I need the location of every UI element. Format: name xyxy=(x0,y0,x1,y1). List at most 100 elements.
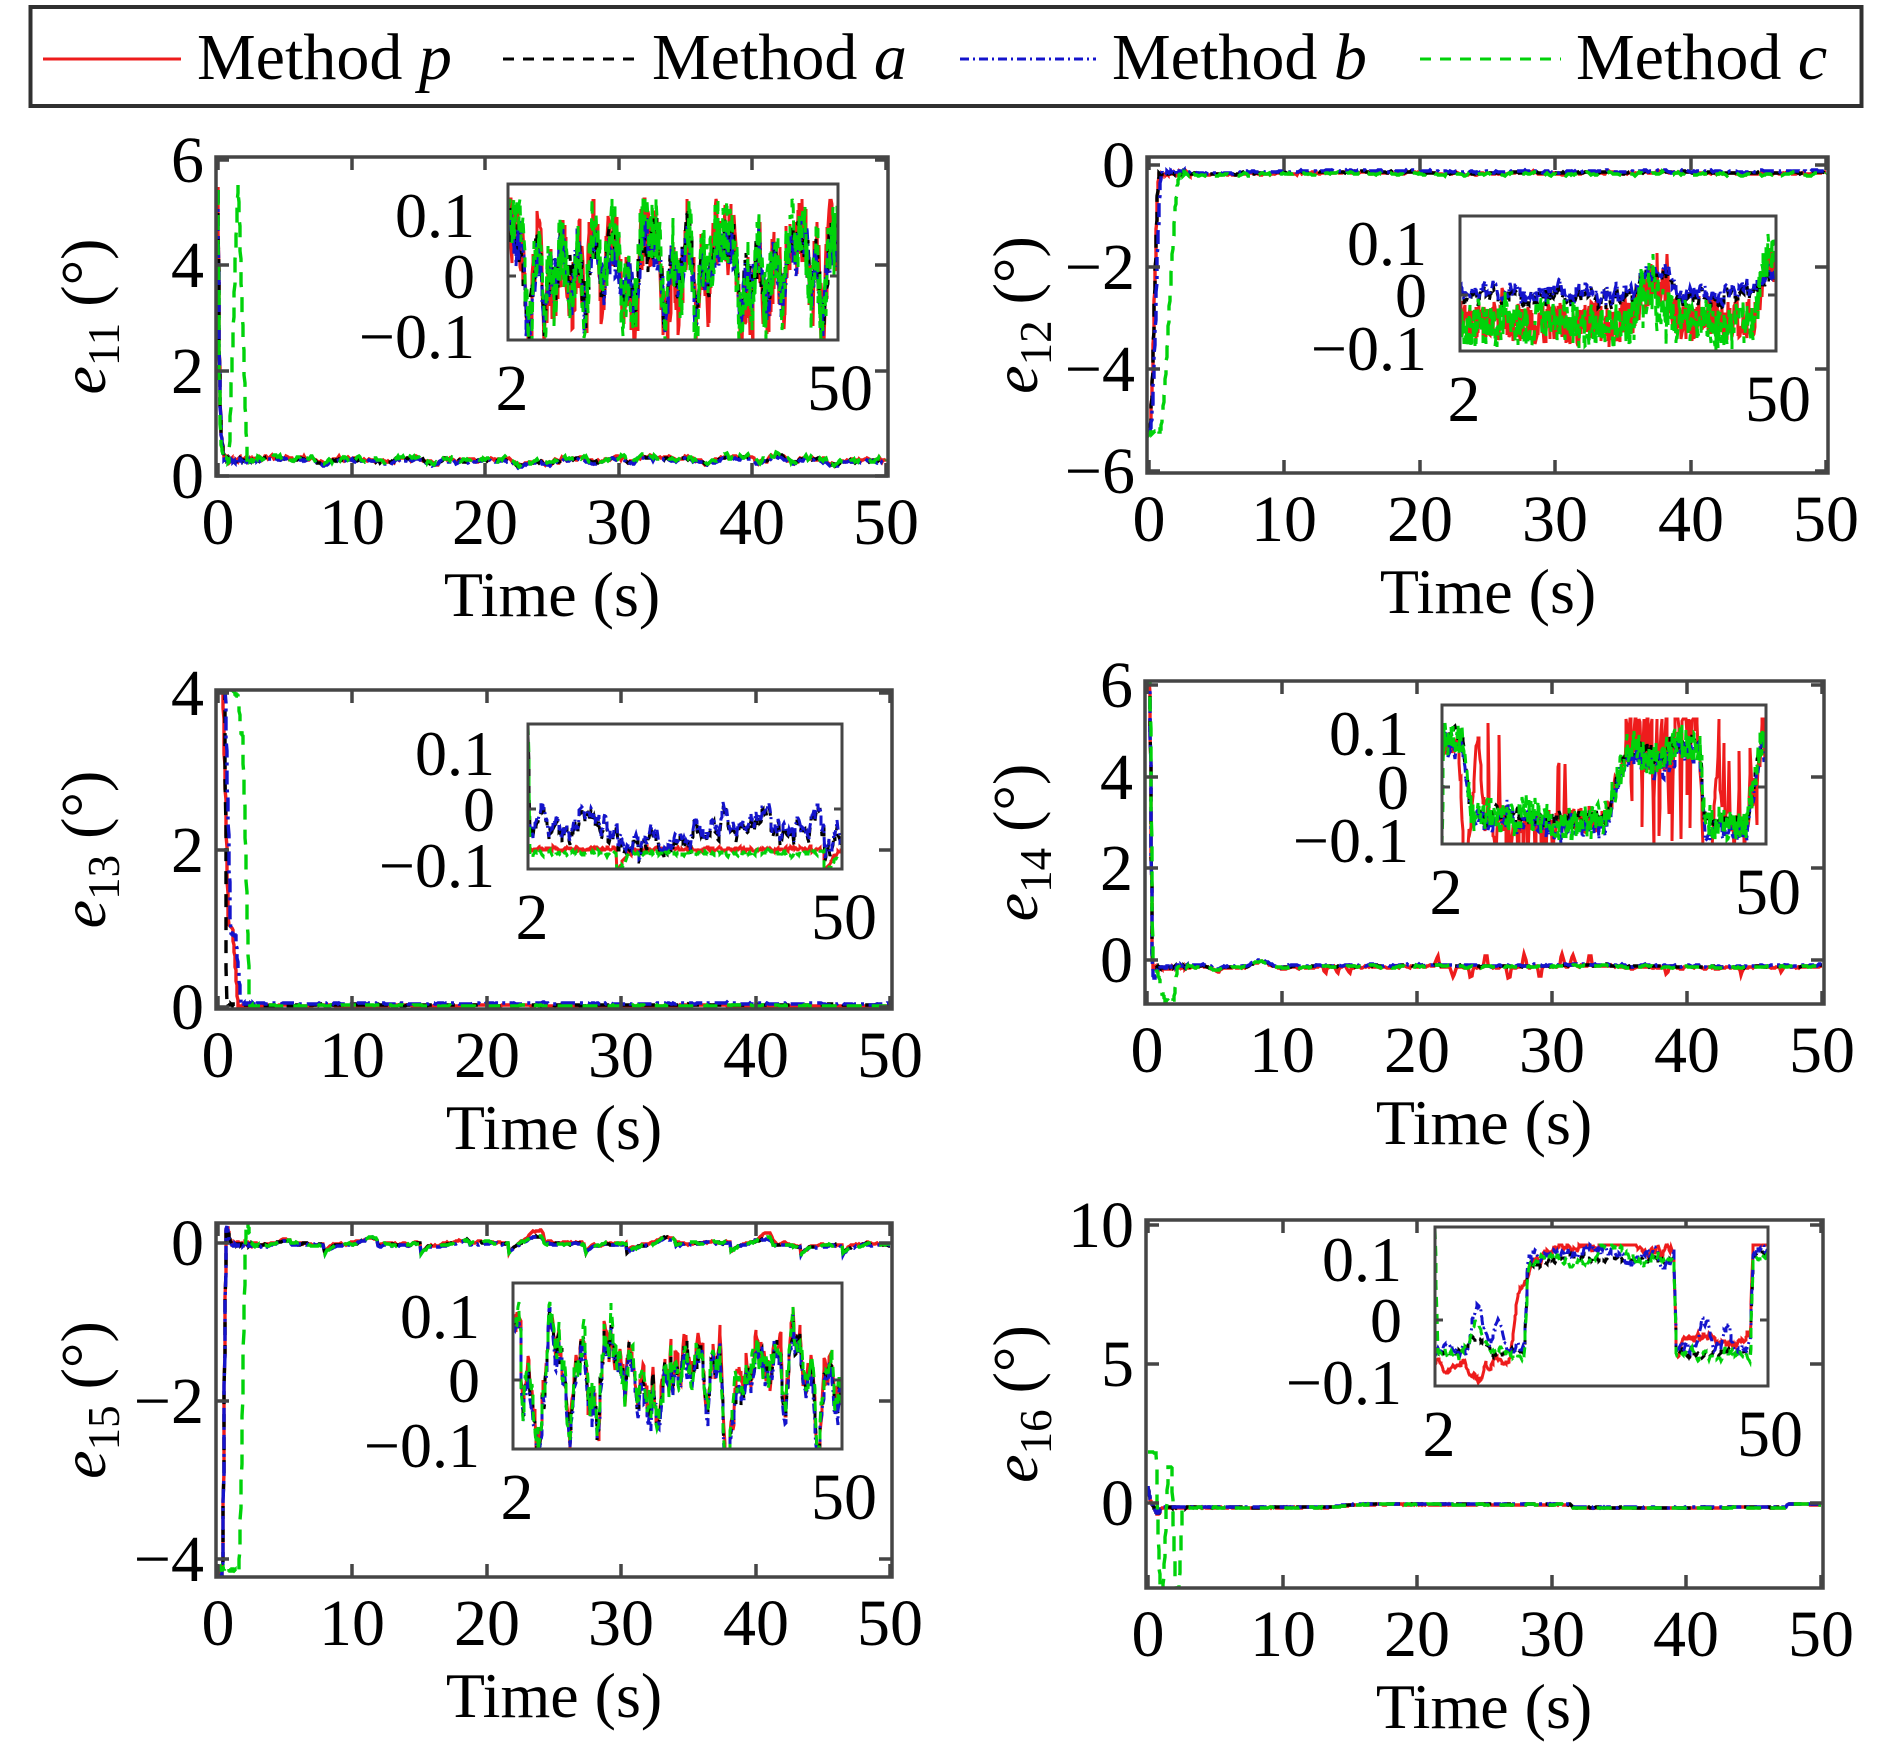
svg-text:0: 0 xyxy=(1131,1014,1164,1087)
svg-text:5: 5 xyxy=(1101,1328,1134,1401)
svg-text:0: 0 xyxy=(1377,752,1409,823)
svg-text:2: 2 xyxy=(1100,832,1133,905)
svg-text:Method b: Method b xyxy=(1112,21,1367,94)
svg-text:20: 20 xyxy=(1384,1598,1450,1671)
svg-text:50: 50 xyxy=(1793,483,1859,556)
svg-text:50: 50 xyxy=(811,1461,877,1534)
svg-text:−0.1: −0.1 xyxy=(1286,1347,1402,1418)
svg-text:e13 (°): e13 (°) xyxy=(48,771,129,929)
svg-text:30: 30 xyxy=(1519,1014,1585,1087)
svg-text:Method c: Method c xyxy=(1576,21,1827,94)
svg-text:−6: −6 xyxy=(1065,435,1135,508)
svg-text:50: 50 xyxy=(1788,1598,1854,1671)
svg-text:e16 (°): e16 (°) xyxy=(980,1325,1061,1483)
svg-text:40: 40 xyxy=(1658,483,1724,556)
svg-text:Time (s): Time (s) xyxy=(444,559,660,630)
svg-text:10: 10 xyxy=(1250,1598,1316,1671)
svg-text:4: 4 xyxy=(171,229,204,302)
svg-text:0: 0 xyxy=(1101,1467,1134,1540)
svg-text:0: 0 xyxy=(202,1019,235,1092)
svg-text:0: 0 xyxy=(1370,1285,1402,1356)
svg-text:30: 30 xyxy=(1519,1598,1585,1671)
svg-text:0.1: 0.1 xyxy=(415,718,495,789)
svg-text:0.1: 0.1 xyxy=(1347,208,1427,279)
svg-text:0: 0 xyxy=(1132,1598,1165,1671)
svg-text:0: 0 xyxy=(1102,129,1135,202)
svg-text:0: 0 xyxy=(171,1207,204,1280)
svg-text:Time (s): Time (s) xyxy=(1376,1087,1592,1158)
svg-text:−4: −4 xyxy=(1065,333,1135,406)
svg-text:0: 0 xyxy=(202,1587,235,1660)
svg-text:6: 6 xyxy=(1100,649,1133,722)
svg-text:30: 30 xyxy=(588,1587,654,1660)
svg-text:2: 2 xyxy=(1430,856,1463,929)
svg-text:10: 10 xyxy=(1251,483,1317,556)
svg-text:30: 30 xyxy=(1522,483,1588,556)
svg-text:0: 0 xyxy=(171,971,204,1044)
svg-text:20: 20 xyxy=(1387,483,1453,556)
svg-text:−2: −2 xyxy=(134,1365,204,1438)
svg-text:50: 50 xyxy=(857,1019,923,1092)
svg-text:50: 50 xyxy=(1789,1014,1855,1087)
svg-text:10: 10 xyxy=(319,1019,385,1092)
svg-text:40: 40 xyxy=(723,1019,789,1092)
svg-text:0.1: 0.1 xyxy=(400,1281,480,1352)
svg-text:20: 20 xyxy=(454,1019,520,1092)
svg-text:−0.1: −0.1 xyxy=(359,301,475,372)
svg-text:50: 50 xyxy=(811,881,877,954)
svg-text:2: 2 xyxy=(171,814,204,887)
svg-text:30: 30 xyxy=(586,486,652,559)
svg-text:20: 20 xyxy=(454,1587,520,1660)
svg-text:0: 0 xyxy=(448,1345,480,1416)
svg-text:Method a: Method a xyxy=(652,21,907,94)
svg-text:0: 0 xyxy=(443,241,475,312)
svg-text:e12 (°): e12 (°) xyxy=(980,236,1061,394)
svg-text:−2: −2 xyxy=(1065,231,1135,304)
svg-text:10: 10 xyxy=(1249,1014,1315,1087)
svg-text:−0.1: −0.1 xyxy=(1293,805,1409,876)
svg-text:−0.1: −0.1 xyxy=(379,830,495,901)
svg-text:20: 20 xyxy=(452,486,518,559)
svg-text:Time (s): Time (s) xyxy=(1376,1671,1592,1742)
svg-text:0.1: 0.1 xyxy=(1322,1224,1402,1295)
svg-text:40: 40 xyxy=(1654,1014,1720,1087)
svg-text:20: 20 xyxy=(1384,1014,1450,1087)
svg-text:−0.1: −0.1 xyxy=(364,1410,480,1481)
svg-text:4: 4 xyxy=(171,657,204,730)
svg-text:0: 0 xyxy=(463,774,495,845)
svg-text:2: 2 xyxy=(171,335,204,408)
svg-text:Time (s): Time (s) xyxy=(446,1660,662,1731)
svg-text:40: 40 xyxy=(723,1587,789,1660)
svg-text:50: 50 xyxy=(1735,856,1801,929)
svg-text:Time (s): Time (s) xyxy=(446,1092,662,1163)
svg-text:0: 0 xyxy=(202,486,235,559)
svg-text:Method p: Method p xyxy=(197,21,452,94)
svg-text:2: 2 xyxy=(501,1461,534,1534)
svg-text:6: 6 xyxy=(171,124,204,197)
svg-text:4: 4 xyxy=(1100,741,1133,814)
svg-text:50: 50 xyxy=(857,1587,923,1660)
svg-text:0: 0 xyxy=(1133,483,1166,556)
svg-text:e15 (°): e15 (°) xyxy=(48,1321,129,1479)
svg-text:0.1: 0.1 xyxy=(1329,698,1409,769)
svg-text:40: 40 xyxy=(1653,1598,1719,1671)
svg-text:−4: −4 xyxy=(134,1523,204,1596)
svg-text:0.1: 0.1 xyxy=(395,180,475,251)
svg-text:50: 50 xyxy=(807,352,873,425)
svg-text:0: 0 xyxy=(171,440,204,513)
svg-text:50: 50 xyxy=(1737,1398,1803,1471)
svg-text:50: 50 xyxy=(853,486,919,559)
svg-text:0: 0 xyxy=(1395,260,1427,331)
svg-text:10: 10 xyxy=(1068,1189,1134,1262)
svg-text:e11 (°): e11 (°) xyxy=(48,239,129,395)
svg-text:2: 2 xyxy=(516,881,549,954)
svg-text:50: 50 xyxy=(1745,363,1811,436)
svg-text:Time (s): Time (s) xyxy=(1380,556,1596,627)
svg-text:e14 (°): e14 (°) xyxy=(980,764,1061,922)
svg-text:30: 30 xyxy=(588,1019,654,1092)
svg-text:−0.1: −0.1 xyxy=(1311,313,1427,384)
svg-text:2: 2 xyxy=(496,352,529,425)
svg-text:40: 40 xyxy=(719,486,785,559)
svg-text:2: 2 xyxy=(1423,1398,1456,1471)
svg-text:10: 10 xyxy=(319,486,385,559)
